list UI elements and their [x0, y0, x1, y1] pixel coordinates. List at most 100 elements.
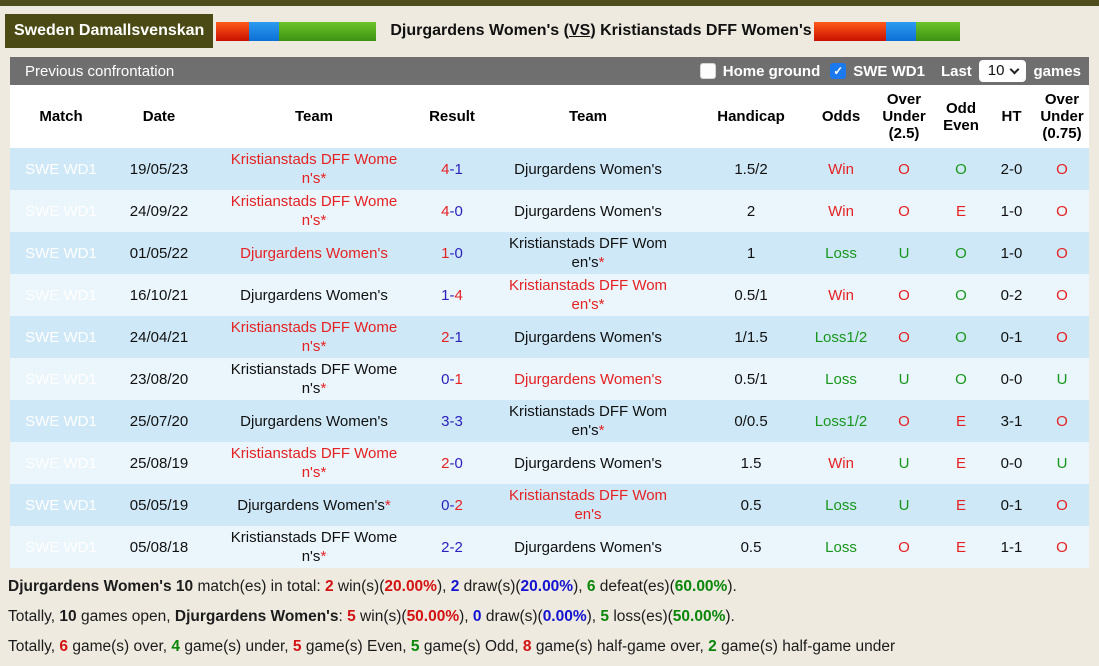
handicap-cell: 0.5 [694, 526, 808, 568]
ht-cell: 1-0 [988, 232, 1035, 274]
score-cell[interactable]: 4-0 [422, 190, 482, 232]
match-league-cell: SWE WD1 [10, 274, 112, 316]
odd-even-cell: E [934, 400, 988, 442]
score-cell[interactable]: 1-4 [422, 274, 482, 316]
away-team-cell: Djurgardens Women's [482, 316, 694, 358]
league-filter-label: SWE WD1 [853, 62, 925, 80]
summary-segment: 2 [450, 578, 460, 595]
summary-segment: 5 [600, 608, 610, 625]
score-dash: - [449, 328, 455, 346]
score-cell[interactable]: 2-1 [422, 316, 482, 358]
league-filter-checkbox[interactable]: ✓ [830, 63, 847, 79]
home-team-name: Kristianstads DFF Women's [230, 529, 398, 565]
home-team-cell: Djurgardens Women's [206, 400, 422, 442]
away-team-cell: Djurgardens Women's [482, 526, 694, 568]
summary-segment: draw(s)( [459, 578, 521, 595]
home-team-name: Djurgardens Women's [240, 412, 388, 430]
col-header-match: Match [10, 85, 112, 148]
away-team-name: Kristianstads DFF Women's [508, 235, 668, 271]
col-header-ht: HT [988, 85, 1035, 148]
over-under-2-5-cell: O [874, 190, 934, 232]
home-ground-checkbox[interactable] [699, 63, 716, 79]
match-league-cell: SWE WD1 [10, 316, 112, 358]
table-row: SWE WD1 05/08/18 Kristianstads DFF Women… [10, 526, 1089, 568]
paren-open: ( [559, 22, 569, 39]
home-team-cell: Djurgardens Women's* [206, 484, 422, 526]
summary-segment: 50.00% [672, 608, 726, 625]
score-cell[interactable]: 0-1 [422, 358, 482, 400]
odds-cell: Win [808, 190, 874, 232]
over-under-2-5-cell: O [874, 526, 934, 568]
over-under-0-75-cell: O [1035, 400, 1089, 442]
home-team-star: * [320, 338, 327, 355]
away-team-star: * [598, 422, 605, 439]
away-score: 1 [454, 370, 463, 388]
ht-cell: 3-1 [988, 400, 1035, 442]
away-score: 0 [454, 454, 463, 472]
match-date-cell: 24/09/22 [112, 190, 206, 232]
table-row: SWE WD1 01/05/22 Djurgardens Women's 1-0… [10, 232, 1089, 274]
flag-blue-segment [249, 21, 280, 41]
home-score: 3 [441, 412, 450, 430]
away-score: 1 [454, 160, 463, 178]
away-team-star: * [598, 296, 605, 313]
col-header-over-under-0-75: Over Under (0.75) [1035, 85, 1089, 148]
summary-segment: game(s) over, [68, 638, 172, 655]
odd-even-cell: O [934, 232, 988, 274]
summary-segment: win(s)( [355, 608, 407, 625]
home-team-cell: Djurgardens Women's [206, 274, 422, 316]
odd-even-cell: E [934, 190, 988, 232]
home-team-name: Djurgardens Women's [240, 286, 388, 304]
col-header-team-home: Team [206, 85, 422, 148]
section-title: Previous confrontation [25, 62, 175, 80]
score-cell[interactable]: 0-2 [422, 484, 482, 526]
match-league-cell: SWE WD1 [10, 232, 112, 274]
ht-cell: 0-0 [988, 442, 1035, 484]
over-under-2-5-cell: O [874, 148, 934, 190]
score-dash: - [449, 370, 455, 388]
summary-segment: 20.00% [520, 578, 574, 595]
ht-cell: 2-0 [988, 148, 1035, 190]
score-cell[interactable]: 2-0 [422, 442, 482, 484]
over-under-0-75-cell: U [1035, 442, 1089, 484]
col-header-odds: Odds [808, 85, 874, 148]
match-league-cell: SWE WD1 [10, 484, 112, 526]
score-dash: - [449, 454, 455, 472]
odds-cell: Loss [808, 526, 874, 568]
score-cell[interactable]: 3-3 [422, 400, 482, 442]
score-dash: - [449, 160, 455, 178]
summary-segment: 0 [472, 608, 482, 625]
handicap-cell: 1 [694, 232, 808, 274]
summary-segment: Totally, [8, 608, 60, 625]
summary-segment: 5 [292, 638, 302, 655]
home-team-name: Djurgardens Women's [240, 244, 388, 262]
odd-even-cell: O [934, 274, 988, 316]
score-cell[interactable]: 2-2 [422, 526, 482, 568]
summary-segment: 2 [324, 578, 334, 595]
handicap-cell: 0.5 [694, 484, 808, 526]
score-dash: - [449, 202, 455, 220]
games-count-select[interactable]: 10 [978, 60, 1027, 82]
odds-cell: Win [808, 442, 874, 484]
away-team-name: Djurgardens Women's [514, 328, 662, 346]
flag-green-segment [279, 21, 377, 41]
league-name-box: Sweden Damallsvenskan [5, 14, 214, 48]
table-row: SWE WD1 05/05/19 Djurgardens Women's* 0-… [10, 484, 1089, 526]
match-league-cell: SWE WD1 [10, 526, 112, 568]
summary-segment: Djurgardens Women's [174, 608, 339, 625]
away-team-star: * [598, 254, 605, 271]
table-row: SWE WD1 19/05/23 Kristianstads DFF Women… [10, 148, 1089, 190]
summary-segment: game(s) Odd, [419, 638, 523, 655]
match-date-cell: 19/05/23 [112, 148, 206, 190]
over-under-0-75-cell: U [1035, 358, 1089, 400]
summary-segment: 4 [171, 638, 181, 655]
summary-segment: win(s)( [333, 578, 385, 595]
home-ground-label: Home ground [722, 62, 821, 80]
score-cell[interactable]: 1-0 [422, 232, 482, 274]
home-team-star: * [320, 170, 327, 187]
summary-segment: game(s) half-game over, [531, 638, 709, 655]
over-under-2-5-cell: U [874, 232, 934, 274]
summary-segment: game(s) under, [180, 638, 293, 655]
score-cell[interactable]: 4-1 [422, 148, 482, 190]
away-team-name: Djurgardens Women's [514, 538, 662, 556]
